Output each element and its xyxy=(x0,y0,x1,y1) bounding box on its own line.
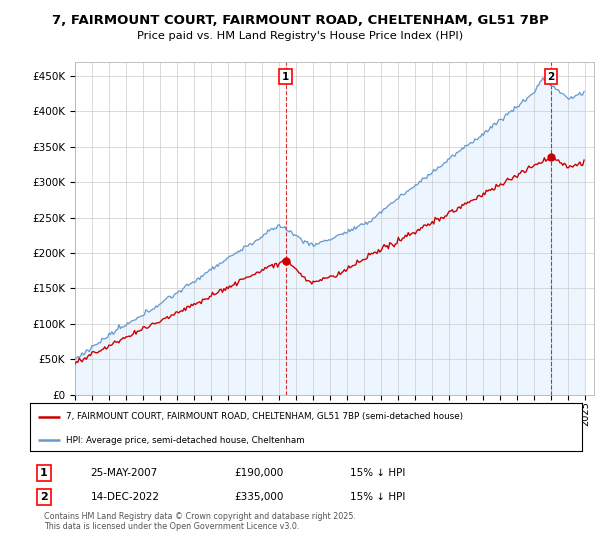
Text: 1: 1 xyxy=(282,72,289,82)
Text: 7, FAIRMOUNT COURT, FAIRMOUNT ROAD, CHELTENHAM, GL51 7BP (semi-detached house): 7, FAIRMOUNT COURT, FAIRMOUNT ROAD, CHEL… xyxy=(66,412,463,421)
Text: Price paid vs. HM Land Registry's House Price Index (HPI): Price paid vs. HM Land Registry's House … xyxy=(137,31,463,41)
Text: £190,000: £190,000 xyxy=(234,468,283,478)
Text: 7, FAIRMOUNT COURT, FAIRMOUNT ROAD, CHELTENHAM, GL51 7BP: 7, FAIRMOUNT COURT, FAIRMOUNT ROAD, CHEL… xyxy=(52,14,548,27)
Text: HPI: Average price, semi-detached house, Cheltenham: HPI: Average price, semi-detached house,… xyxy=(66,436,305,445)
Text: 2: 2 xyxy=(40,492,47,502)
Text: 14-DEC-2022: 14-DEC-2022 xyxy=(91,492,160,502)
Text: Contains HM Land Registry data © Crown copyright and database right 2025.
This d: Contains HM Land Registry data © Crown c… xyxy=(44,512,356,531)
Text: 15% ↓ HPI: 15% ↓ HPI xyxy=(350,468,406,478)
Text: 1: 1 xyxy=(40,468,47,478)
Text: 15% ↓ HPI: 15% ↓ HPI xyxy=(350,492,406,502)
Text: 2: 2 xyxy=(547,72,554,82)
Text: 25-MAY-2007: 25-MAY-2007 xyxy=(91,468,158,478)
Text: £335,000: £335,000 xyxy=(234,492,284,502)
